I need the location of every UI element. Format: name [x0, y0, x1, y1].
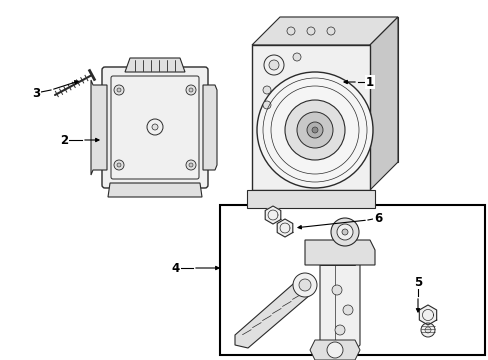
Circle shape — [152, 124, 158, 130]
Circle shape — [263, 86, 270, 94]
Polygon shape — [264, 206, 280, 224]
Polygon shape — [305, 240, 374, 265]
Circle shape — [264, 55, 284, 75]
Circle shape — [311, 127, 317, 133]
Polygon shape — [280, 17, 397, 162]
Circle shape — [257, 72, 372, 188]
Polygon shape — [369, 17, 397, 190]
Polygon shape — [319, 245, 359, 355]
Polygon shape — [203, 85, 217, 170]
Circle shape — [331, 285, 341, 295]
Polygon shape — [309, 340, 359, 360]
Bar — [220, 205, 484, 355]
Circle shape — [285, 100, 345, 160]
Polygon shape — [251, 45, 369, 190]
Circle shape — [306, 122, 323, 138]
Circle shape — [114, 85, 124, 95]
Polygon shape — [125, 58, 184, 72]
Polygon shape — [277, 219, 292, 237]
Circle shape — [185, 85, 196, 95]
Circle shape — [326, 342, 342, 358]
Circle shape — [268, 60, 279, 70]
Circle shape — [424, 327, 430, 333]
Text: 1: 1 — [365, 76, 373, 89]
Circle shape — [326, 27, 334, 35]
Circle shape — [341, 229, 347, 235]
Circle shape — [147, 119, 163, 135]
Circle shape — [286, 27, 294, 35]
Circle shape — [263, 101, 270, 109]
Circle shape — [114, 160, 124, 170]
Circle shape — [296, 112, 332, 148]
Circle shape — [420, 323, 434, 337]
Circle shape — [334, 325, 345, 335]
Circle shape — [185, 160, 196, 170]
Circle shape — [189, 88, 193, 92]
Circle shape — [117, 163, 121, 167]
Circle shape — [330, 218, 358, 246]
Polygon shape — [419, 305, 436, 325]
Polygon shape — [235, 278, 311, 348]
Text: 4: 4 — [171, 261, 180, 274]
Text: 3: 3 — [32, 86, 40, 99]
Circle shape — [292, 273, 316, 297]
Polygon shape — [108, 183, 202, 197]
Circle shape — [292, 53, 301, 61]
Polygon shape — [246, 190, 374, 208]
Circle shape — [336, 224, 352, 240]
FancyBboxPatch shape — [111, 76, 199, 179]
Circle shape — [306, 27, 314, 35]
Polygon shape — [251, 17, 397, 45]
Polygon shape — [91, 80, 107, 175]
FancyBboxPatch shape — [102, 67, 207, 188]
Text: 2: 2 — [60, 134, 68, 147]
Circle shape — [189, 163, 193, 167]
Text: 6: 6 — [373, 212, 381, 225]
Circle shape — [117, 88, 121, 92]
Circle shape — [298, 279, 310, 291]
Circle shape — [342, 305, 352, 315]
Text: 5: 5 — [413, 275, 421, 288]
